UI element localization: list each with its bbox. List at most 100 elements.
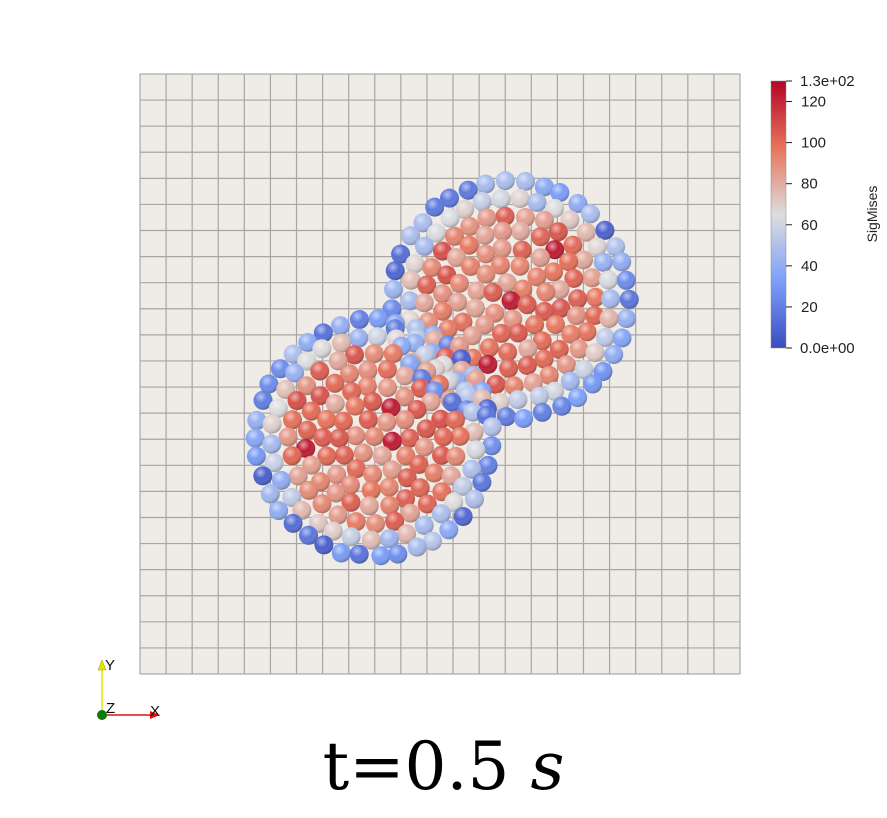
particle-shading xyxy=(350,310,369,329)
particle-shading xyxy=(491,323,511,343)
particle-shading xyxy=(381,398,401,418)
particle-shading xyxy=(282,488,302,507)
particle-shading xyxy=(440,188,459,208)
particle-shading xyxy=(527,267,547,287)
particle-shading xyxy=(317,410,337,429)
particle-shading xyxy=(549,339,569,359)
particle-shading xyxy=(334,445,354,465)
colorbar-tick-label: 0.0e+00 xyxy=(800,340,855,357)
particle-shading xyxy=(349,544,369,564)
particle-shading xyxy=(314,535,334,555)
particle-shading xyxy=(612,252,632,272)
particle-shading xyxy=(353,443,373,463)
particle-shading xyxy=(577,322,597,342)
particle-shading xyxy=(478,354,498,374)
particle-shading xyxy=(552,396,572,416)
particle-shading xyxy=(548,222,568,242)
particle-shading xyxy=(599,309,619,328)
particle-shading xyxy=(560,210,580,230)
particle-shading xyxy=(269,501,289,521)
particle-shading xyxy=(328,505,348,525)
time-unit: s xyxy=(530,728,565,805)
particle-shading xyxy=(395,387,415,407)
particle-shading xyxy=(446,446,466,466)
particle-shading xyxy=(493,221,513,241)
particle-shading xyxy=(297,376,316,396)
colorbar-tick-label: 60 xyxy=(801,217,818,234)
particle-shading xyxy=(440,208,460,228)
particle-shading xyxy=(361,530,381,550)
particle-shading xyxy=(497,273,517,293)
particle-shading xyxy=(455,199,475,219)
time-prefix: t= xyxy=(322,728,405,805)
particle-shading xyxy=(329,428,349,448)
particle-shading xyxy=(576,222,596,242)
particle-shading xyxy=(595,328,615,347)
x-arrow-icon xyxy=(150,711,160,719)
particle-shading xyxy=(568,194,588,213)
particle-shading xyxy=(583,374,603,394)
particle-shading xyxy=(345,345,364,365)
particle-shading xyxy=(396,489,415,509)
particle-shading xyxy=(416,419,436,439)
particle-shading xyxy=(517,295,537,315)
particle-shading xyxy=(414,293,434,313)
particle-shading xyxy=(612,328,632,348)
particle-shading xyxy=(445,226,464,246)
particle-shading xyxy=(462,459,482,479)
particle-shading xyxy=(457,386,477,405)
particle-shading xyxy=(410,478,430,498)
particle-shading xyxy=(433,284,452,304)
particle-shading xyxy=(475,225,495,245)
particle-shading xyxy=(439,520,459,540)
particle-shading xyxy=(421,392,441,412)
particle-shading xyxy=(405,254,425,274)
particle-shading xyxy=(535,301,555,321)
particle-shading xyxy=(510,256,530,276)
particle-shading xyxy=(268,398,288,418)
particle-shading xyxy=(431,504,451,524)
particle-shading xyxy=(462,326,482,346)
particle-shading xyxy=(619,289,639,309)
particle-shading xyxy=(585,343,605,363)
particle-shading xyxy=(260,484,280,504)
particle-shading xyxy=(262,414,282,434)
particle-shading xyxy=(382,431,402,451)
particle-shading xyxy=(511,221,531,241)
particle-shading xyxy=(301,401,321,421)
particle-shading xyxy=(453,312,473,332)
particle-shading xyxy=(349,328,369,348)
particle-shading xyxy=(568,289,588,309)
particle-shading xyxy=(477,208,497,228)
particle-shading xyxy=(283,513,303,533)
particle-shading xyxy=(388,544,408,564)
particle-shading xyxy=(518,339,538,359)
particle-shading xyxy=(559,252,579,272)
particle-shading xyxy=(288,466,308,486)
particle-shading xyxy=(391,244,411,264)
particle-shading xyxy=(382,299,402,319)
particle-shading xyxy=(271,470,291,490)
particle-shading xyxy=(491,189,511,209)
particle-shading xyxy=(465,298,485,318)
particle-shading xyxy=(432,445,451,465)
particle-shading xyxy=(512,240,532,260)
particle-shading xyxy=(557,355,576,375)
particle-shading xyxy=(564,268,584,288)
particle-shading xyxy=(527,193,547,212)
particle-shading xyxy=(313,427,333,447)
particle-shading xyxy=(326,483,346,503)
particle-shading xyxy=(425,197,445,217)
particle-shading xyxy=(472,192,492,211)
particle-shading xyxy=(417,494,437,514)
particle-shading xyxy=(323,521,343,541)
particle-shading xyxy=(401,226,421,246)
particle-shading xyxy=(380,495,400,515)
particle-shading xyxy=(310,361,330,381)
colorbar-tick-label: 100 xyxy=(801,135,826,152)
particle-shading xyxy=(346,512,366,532)
particle-shading xyxy=(544,262,564,282)
particle-shading xyxy=(372,446,392,465)
particle-shading xyxy=(342,382,362,402)
particle-shading xyxy=(532,402,552,422)
